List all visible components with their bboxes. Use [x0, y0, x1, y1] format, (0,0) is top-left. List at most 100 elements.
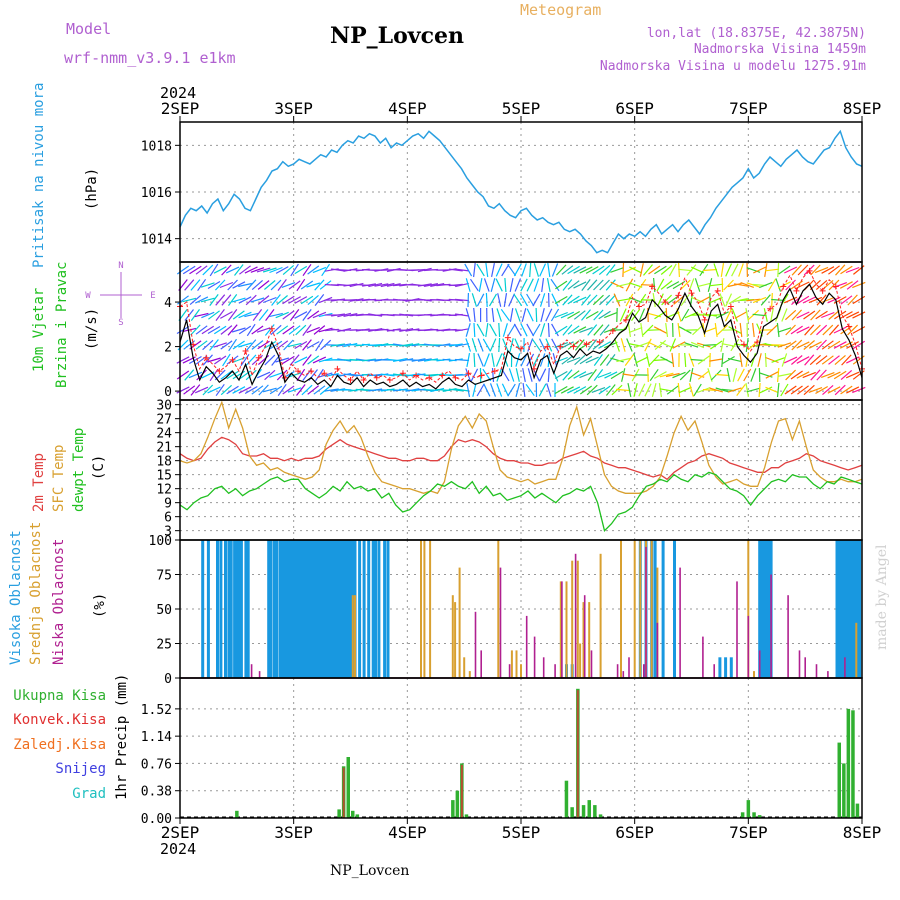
wind-arrow [455, 282, 469, 288]
wind-arrow [289, 354, 300, 366]
mid-cloud-bar [747, 540, 750, 678]
wind-arrow [508, 293, 516, 307]
wind-arrow [405, 373, 420, 377]
wind-arrow [331, 313, 345, 317]
wind-arrow [454, 298, 470, 302]
wind-arrow [833, 370, 847, 380]
wind-arrow [791, 339, 803, 351]
wind-arrow [666, 295, 679, 305]
wind-arrow [702, 268, 718, 272]
high-cloud-bar [673, 540, 676, 678]
wind-arrow [520, 323, 528, 337]
wind-arrow [515, 383, 521, 397]
wind-arrow [846, 280, 859, 290]
wind-arrow [764, 352, 767, 368]
wind-arrow [226, 385, 239, 395]
wind-arrow [270, 324, 282, 336]
wind-arrow [808, 387, 823, 393]
wind-arrow [275, 357, 290, 363]
wind-gust-marker [229, 356, 236, 363]
wind-arrow [689, 367, 694, 383]
wind-arrow [448, 343, 463, 347]
wind-arrow [827, 386, 841, 394]
wind-gust-marker [373, 374, 380, 381]
wind-arrow [184, 279, 195, 291]
wind-arrow [845, 266, 860, 274]
wind-arrow [300, 280, 314, 290]
wind-arrow [633, 383, 638, 397]
wind-arrow [554, 370, 568, 380]
low-cloud-bar [645, 546, 647, 678]
wind-arrow [635, 356, 649, 364]
high-cloud-bar [267, 540, 271, 678]
wind-arrow [796, 326, 810, 334]
wind-gust-marker [740, 341, 747, 348]
low-cloud-bar [474, 611, 477, 678]
wind-arrow [194, 312, 209, 318]
wind-arrow [417, 283, 432, 287]
wind-arrow [276, 369, 288, 381]
wind-arrow [728, 295, 742, 305]
wind-arrow [709, 387, 724, 393]
temp-sfc-line [179, 400, 863, 495]
wind-arrow [666, 385, 679, 395]
high-cloud-bar [835, 540, 839, 678]
wind-arrow [513, 263, 522, 277]
wind-arrow [207, 357, 221, 363]
wind-arrow [551, 338, 559, 352]
high-cloud-bar [765, 540, 768, 678]
conv-rain-bar [576, 690, 579, 818]
wind-gust-marker [832, 283, 839, 290]
wind-arrow [835, 264, 846, 276]
wind-arrow [195, 340, 208, 350]
wind-arrow [822, 324, 834, 336]
wind-arrow [555, 280, 568, 290]
wind-arrow [312, 311, 327, 319]
wind-arrow [246, 339, 257, 351]
precip-label-snow: Snijeg [55, 761, 106, 777]
wind-arrow [232, 386, 246, 394]
x-tick-label-bottom: 3SEP [274, 823, 313, 842]
cloud-ytick-label: 100 [149, 534, 172, 549]
wind-arrow [496, 308, 502, 322]
wind-arrow [609, 329, 625, 331]
wind-arrow [454, 343, 470, 347]
wind-arrow [598, 385, 611, 395]
wind-arrow [220, 384, 233, 396]
wind-arrow [513, 323, 522, 337]
wind-arrow [781, 353, 788, 367]
wind-arrow [840, 265, 853, 275]
wind-arrow [454, 328, 470, 332]
mid-cloud-bar [639, 540, 642, 678]
total-rain-bar [235, 810, 239, 818]
wind-arrow [653, 277, 656, 293]
wind-arrow [182, 265, 196, 275]
x-tick-label-bottom: 5SEP [502, 823, 541, 842]
wind-arrow [244, 385, 258, 395]
wind-gust-marker [426, 374, 433, 381]
high-cloud-bar [317, 540, 321, 678]
wind-gust-marker [596, 339, 603, 346]
wind-arrow [720, 263, 725, 277]
wind-arrow [554, 385, 568, 395]
wind-arrow [746, 298, 761, 302]
wind-arrows [176, 262, 866, 398]
wind-arrow [599, 294, 611, 306]
wind-arrow [661, 294, 673, 306]
wind-arrow [573, 386, 587, 394]
pressure-ytick-label: 1014 [141, 233, 172, 248]
wind-arrow [648, 265, 661, 275]
wind-arrow [635, 342, 649, 348]
high-cloud-bar [314, 540, 318, 678]
wind-arrow [368, 358, 383, 362]
wind-arrow [264, 354, 276, 366]
wind-arrow [840, 295, 853, 305]
wind-arrow [745, 382, 749, 398]
wind-arrow [804, 354, 815, 366]
wind-arrow [771, 357, 785, 363]
wind-arrow [678, 262, 680, 278]
high-cloud-bar [760, 540, 764, 678]
wind-arrow [551, 293, 559, 307]
high-cloud-bar [280, 540, 284, 678]
high-cloud-bar [377, 540, 381, 678]
